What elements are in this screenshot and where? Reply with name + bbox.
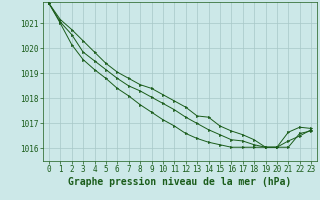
X-axis label: Graphe pression niveau de la mer (hPa): Graphe pression niveau de la mer (hPa) (68, 177, 292, 187)
